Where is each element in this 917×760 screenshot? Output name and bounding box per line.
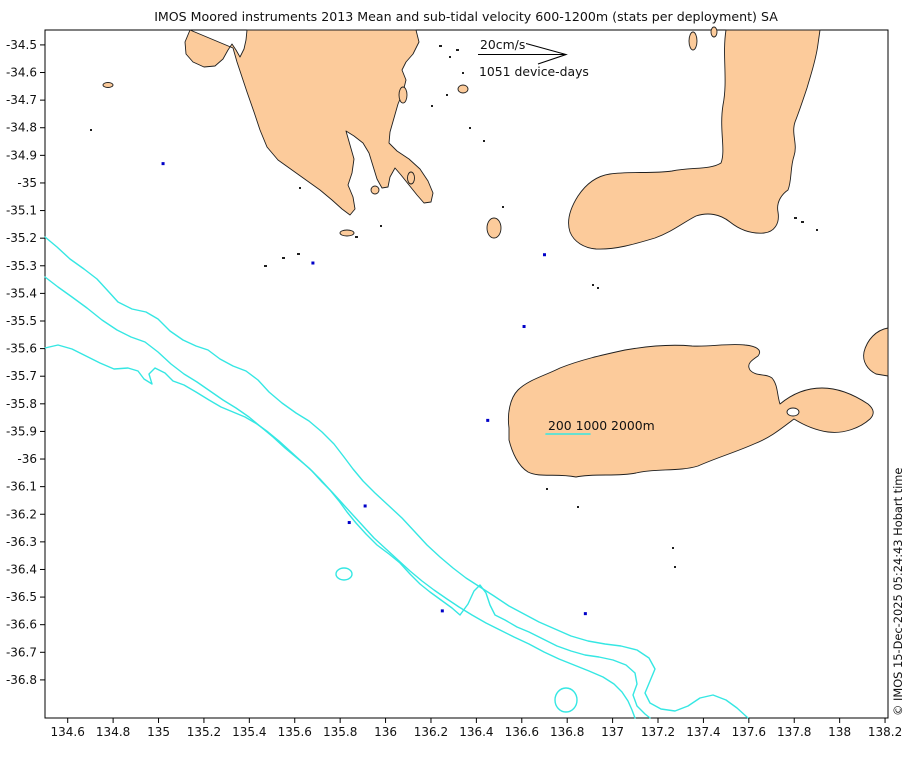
x-tick-label: 137.4 bbox=[686, 725, 720, 739]
lagoon bbox=[786, 407, 800, 417]
y-tick-label: -35.3 bbox=[6, 259, 37, 273]
y-tick-label: -36.7 bbox=[6, 645, 37, 659]
x-axis-ticks: 134.6 134.8 135 135.2 135.4 135.6 135.8 136 136.… bbox=[51, 718, 902, 739]
island bbox=[370, 185, 380, 195]
y-tick-label: -36.3 bbox=[6, 535, 37, 549]
island bbox=[457, 84, 469, 94]
x-tick-label: 135.2 bbox=[187, 725, 221, 739]
station-marker bbox=[522, 325, 526, 329]
station-marker bbox=[542, 253, 546, 257]
y-tick-label: -34.6 bbox=[6, 66, 37, 80]
station-marker bbox=[161, 162, 165, 166]
contour-line bbox=[44, 344, 636, 719]
x-tick-label: 136.6 bbox=[505, 725, 539, 739]
contour-depth-label: 200 1000 2000m bbox=[548, 418, 655, 433]
instrument-stations bbox=[161, 162, 587, 616]
y-tick-label: -35 bbox=[17, 176, 37, 190]
x-tick-label: 138.2 bbox=[868, 725, 902, 739]
x-tick-label: 137 bbox=[601, 725, 624, 739]
x-tick-label: 136.8 bbox=[550, 725, 584, 739]
y-tick-label: -36.5 bbox=[6, 590, 37, 604]
scale-device-days-label: 1051 device-days bbox=[479, 64, 589, 79]
y-tick-label: -35.8 bbox=[6, 397, 37, 411]
land-eyre-peninsula bbox=[184, 29, 434, 216]
island bbox=[339, 229, 355, 237]
scale-arrow bbox=[478, 42, 568, 65]
x-tick-label: 136.2 bbox=[414, 725, 448, 739]
plot-title: IMOS Moored instruments 2013 Mean and su… bbox=[154, 9, 778, 24]
y-tick-label: -36.6 bbox=[6, 618, 37, 632]
y-tick-label: -34.7 bbox=[6, 93, 37, 107]
y-tick-label: -34.8 bbox=[6, 121, 37, 135]
land-group bbox=[102, 26, 889, 478]
y-tick-label: -35.9 bbox=[6, 424, 37, 438]
y-tick-label: -36.1 bbox=[6, 480, 37, 494]
x-tick-label: 137.6 bbox=[732, 725, 766, 739]
x-tick-label: 135 bbox=[147, 725, 170, 739]
x-tick-label: 135.6 bbox=[278, 725, 312, 739]
contour-closed-loop bbox=[335, 567, 353, 581]
island bbox=[398, 86, 408, 104]
y-tick-label: -35.7 bbox=[6, 369, 37, 383]
y-tick-label: -34.5 bbox=[6, 38, 37, 52]
x-tick-label: 137.2 bbox=[641, 725, 675, 739]
bathymetry-contours bbox=[44, 236, 749, 719]
island bbox=[407, 171, 415, 185]
land-kangaroo-island bbox=[507, 344, 874, 478]
x-tick-label: 134.8 bbox=[96, 725, 130, 739]
x-tick-label: 136 bbox=[374, 725, 397, 739]
station-marker bbox=[486, 418, 490, 422]
copyright-watermark: © IMOS 15-Dec-2025 05:24:43 Hobart time bbox=[891, 468, 905, 716]
y-tick-label: -34.9 bbox=[6, 148, 37, 162]
island bbox=[710, 26, 718, 38]
land-yorke-peninsula bbox=[568, 29, 821, 250]
island bbox=[102, 82, 114, 88]
station-marker bbox=[583, 612, 587, 616]
station-marker bbox=[440, 609, 444, 613]
y-tick-label: -36 bbox=[17, 452, 37, 466]
x-tick-label: 138 bbox=[828, 725, 851, 739]
x-tick-label: 136.4 bbox=[459, 725, 493, 739]
x-tick-label: 135.8 bbox=[323, 725, 357, 739]
y-tick-label: -36.2 bbox=[6, 507, 37, 521]
x-tick-label: 134.6 bbox=[51, 725, 85, 739]
station-marker bbox=[363, 504, 367, 508]
velocity-scale-legend: 20cm/s 1051 device-days bbox=[478, 37, 589, 79]
scale-speed-label: 20cm/s bbox=[480, 37, 525, 52]
x-tick-label: 135.4 bbox=[232, 725, 266, 739]
y-tick-label: -35.2 bbox=[6, 231, 37, 245]
y-tick-label: -36.4 bbox=[6, 562, 37, 576]
x-tick-label: 137.8 bbox=[777, 725, 811, 739]
land-fleurieu-edge bbox=[863, 327, 889, 377]
station-marker bbox=[347, 521, 351, 525]
island bbox=[688, 31, 698, 51]
contour-line bbox=[44, 276, 651, 719]
contour-closed-loop bbox=[554, 687, 578, 713]
island bbox=[486, 217, 502, 239]
y-tick-label: -35.6 bbox=[6, 342, 37, 356]
y-tick-label: -35.5 bbox=[6, 314, 37, 328]
station-marker bbox=[311, 261, 315, 265]
contour-line bbox=[44, 236, 749, 719]
y-tick-label: -35.4 bbox=[6, 286, 37, 300]
y-tick-label: -36.8 bbox=[6, 673, 37, 687]
y-tick-label: -35.1 bbox=[6, 204, 37, 218]
y-axis-ticks: -34.5 -34.6 -34.7 -34.8 -34.9 -35 -35.1 -35.2 -3… bbox=[6, 38, 45, 687]
